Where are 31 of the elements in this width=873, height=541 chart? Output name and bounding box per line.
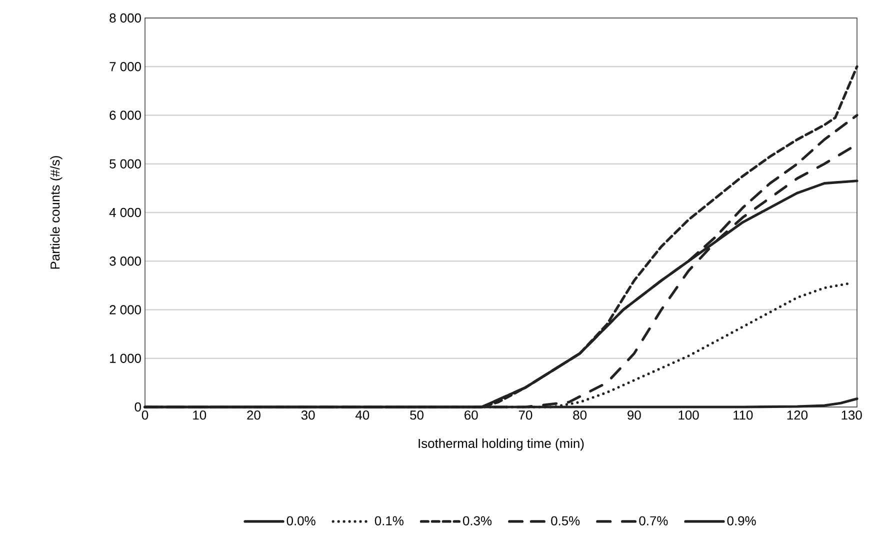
x-tick-label: 90 bbox=[628, 410, 641, 420]
x-tick-label: 110 bbox=[734, 410, 753, 420]
y-tick-label: 4 000 bbox=[109, 208, 141, 218]
x-tick-label: 80 bbox=[573, 410, 587, 420]
legend-label: 0.5% bbox=[551, 516, 580, 526]
x-tick-label: 30 bbox=[301, 410, 315, 420]
y-tick-label: 0 bbox=[134, 402, 141, 412]
x-tick-label: 10 bbox=[193, 410, 206, 420]
y-tick-label: 7 000 bbox=[110, 62, 141, 72]
x-axis-title: Isothermal holding time (min) bbox=[418, 438, 584, 451]
x-tick-label: 130 bbox=[842, 410, 862, 420]
legend-label: 0.7% bbox=[639, 516, 668, 526]
x-tick-label: 50 bbox=[410, 410, 424, 420]
x-tick-label: 40 bbox=[356, 410, 370, 420]
x-tick-label: 100 bbox=[678, 410, 699, 420]
y-tick-label: 3 000 bbox=[110, 256, 141, 266]
y-tick-label: 1 000 bbox=[110, 354, 141, 363]
x-tick-label: 0 bbox=[142, 410, 148, 420]
y-tick-label: 5 000 bbox=[110, 159, 141, 168]
x-tick-label: 120 bbox=[787, 410, 808, 420]
y-tick-label: 8 000 bbox=[110, 13, 141, 23]
legend-label: 0.3% bbox=[462, 516, 492, 526]
x-tick-label: 60 bbox=[464, 410, 478, 420]
y-axis-title: Particle counts (#/s) bbox=[50, 156, 62, 269]
legend-label: 0.0% bbox=[286, 516, 316, 526]
legend-label: 0.9% bbox=[727, 516, 756, 526]
y-tick-label: 6 000 bbox=[110, 110, 141, 120]
y-tick-label: 2 000 bbox=[110, 305, 141, 314]
legend-label: 0.1% bbox=[374, 516, 404, 526]
x-tick-label: 20 bbox=[247, 410, 260, 420]
x-tick-label: 70 bbox=[518, 410, 532, 420]
